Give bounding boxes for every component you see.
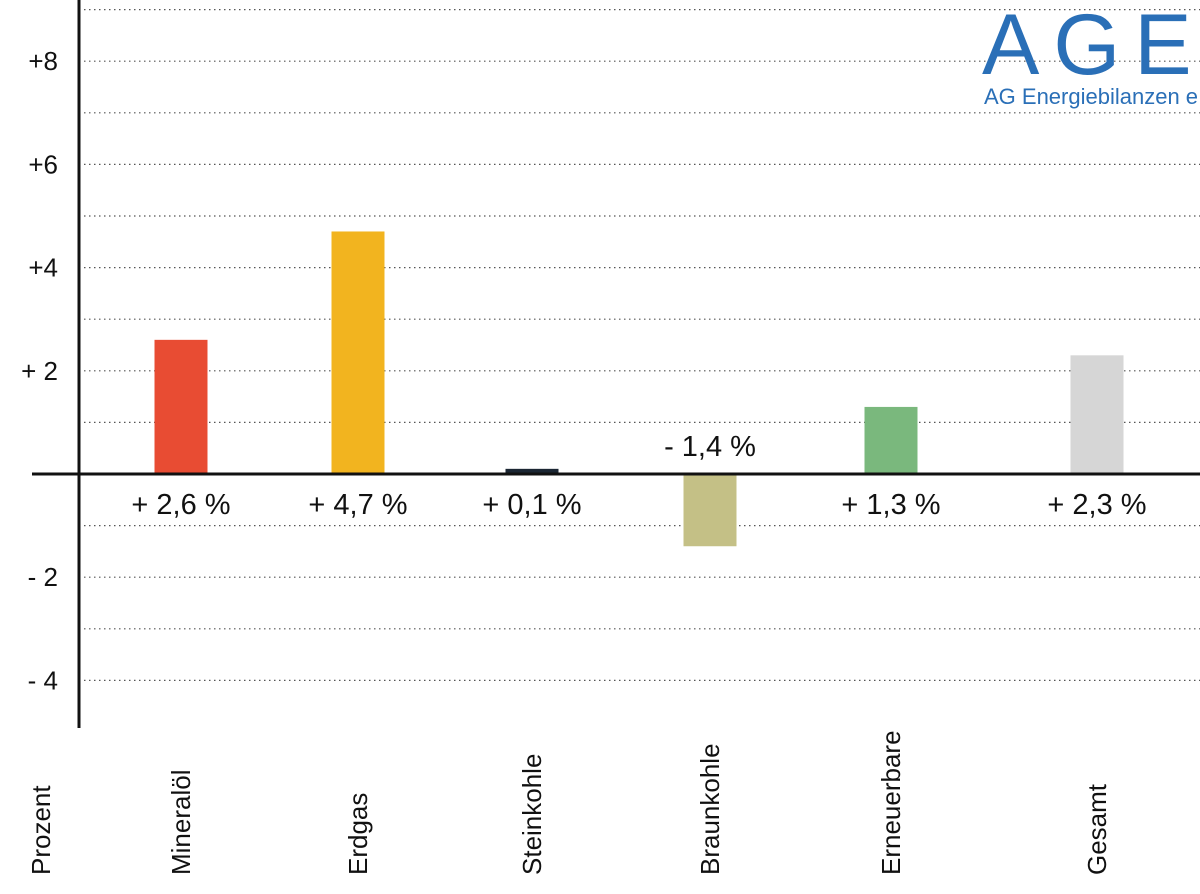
bars: [154, 231, 1124, 547]
category-label: Braunkohle: [695, 743, 725, 875]
y-tick-label: +4: [28, 253, 58, 283]
y-tick-label: + 2: [21, 356, 58, 386]
data-label: + 2,6 %: [131, 489, 230, 521]
data-label: + 1,3 %: [841, 489, 940, 521]
y-tick-label: - 4: [28, 665, 58, 695]
data-label: + 2,3 %: [1047, 489, 1146, 521]
category-label: Erdgas: [343, 793, 373, 875]
bar-steinkohle: [505, 468, 559, 474]
category-label: Mineralöl: [166, 770, 196, 876]
y-tick-label: +6: [28, 149, 58, 179]
data-label: - 1,4 %: [664, 431, 756, 463]
category-label: Steinkohle: [517, 754, 547, 875]
axes: [32, 0, 1200, 728]
y-tick-label: - 2: [28, 562, 58, 592]
logo-sub-text: AG Energiebilanzen e.V.: [984, 84, 1200, 109]
y-tick-label: +8: [28, 46, 58, 76]
data-label: + 4,7 %: [308, 489, 407, 521]
ageb-logo: AGEB AG Energiebilanzen e.V.: [982, 0, 1200, 109]
data-label: + 0,1 %: [482, 489, 581, 521]
category-label: Gesamt: [1082, 783, 1112, 875]
y-axis-label: Prozent: [26, 785, 56, 875]
data-labels: + 2,6 % + 4,7 % + 0,1 % - 1,4 % + 1,3 % + 2,3…: [131, 431, 1146, 521]
gridlines: [79, 8, 1200, 682]
bar-erneuerbare: [864, 406, 918, 474]
bar-mineralöl: [154, 339, 208, 474]
bar-braunkohle: [683, 474, 737, 547]
y-tick-labels: +8 +6 +4 + 2 - 2 - 4: [21, 46, 58, 695]
bar-gesamt: [1070, 355, 1124, 474]
bar-erdgas: [331, 231, 385, 474]
category-labels: Mineralöl Erdgas Steinkohle Braunkohle Erneu…: [166, 730, 1112, 875]
category-label: Erneuerbare: [876, 730, 906, 875]
logo-main-text: AGEB: [982, 0, 1200, 93]
